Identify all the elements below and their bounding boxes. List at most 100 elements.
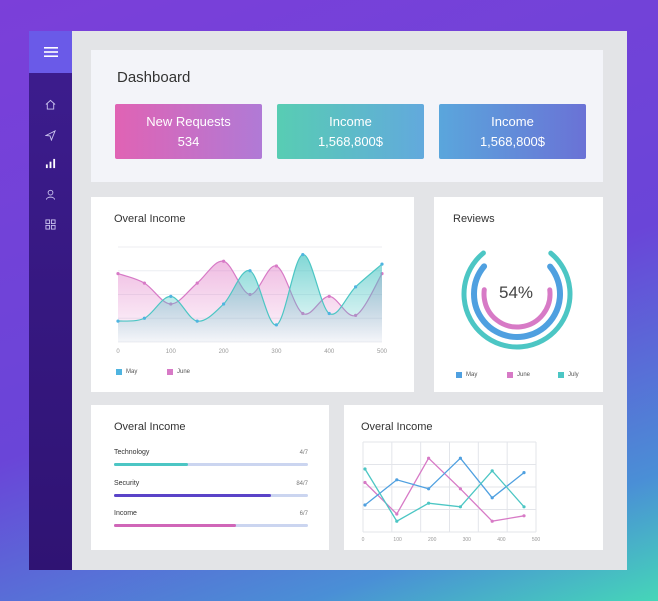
home-icon: [45, 99, 56, 110]
data-point: [427, 501, 431, 505]
data-point: [116, 319, 120, 323]
legend-label: June: [177, 369, 191, 375]
x-tick-label: 100: [166, 349, 177, 355]
legend-may: May: [456, 372, 477, 378]
nav-grid[interactable]: [29, 214, 72, 234]
stat-card-income[interactable]: Income 1,568,800$: [277, 104, 424, 159]
progress-fill: [114, 524, 237, 527]
x-tick-label: 500: [532, 537, 541, 543]
data-point: [522, 471, 526, 475]
nav-home[interactable]: [29, 94, 72, 114]
sidebar: [29, 31, 72, 570]
data-point: [522, 505, 526, 509]
card-title: Overal Income: [114, 213, 186, 225]
ring-july: [461, 238, 573, 350]
progress-bar-income: [114, 524, 308, 527]
legend-swatch: [167, 369, 173, 375]
progress-fill: [114, 494, 272, 497]
stat-label: Income: [329, 114, 372, 129]
data-point: [116, 272, 120, 276]
overal-income-line-card: Overal Income 0 100 200 300 400 500: [344, 405, 603, 550]
data-point: [395, 512, 399, 516]
stat-card-new-requests[interactable]: New Requests 534: [115, 104, 262, 159]
legend-label: July: [568, 372, 579, 378]
data-point: [490, 469, 494, 473]
data-point: [363, 467, 367, 471]
data-point: [222, 259, 226, 263]
stat-label: Income: [491, 114, 534, 129]
stat-value: 1,568,800$: [317, 134, 384, 149]
data-point: [458, 505, 462, 509]
data-point: [354, 285, 358, 289]
data-point: [274, 323, 278, 327]
area-chart: 0 100 200 300 400 500: [116, 246, 388, 355]
progress-bar-technology: [114, 463, 308, 466]
reviews-card: Reviews 54% May June July: [434, 197, 603, 392]
series-line-may: [117, 254, 383, 326]
card-title: Overal Income: [361, 421, 433, 433]
x-tick-label: 400: [324, 349, 335, 355]
legend-june: June: [167, 369, 190, 375]
legend-may: May: [116, 369, 137, 375]
legend-swatch: [558, 372, 564, 378]
data-point: [395, 519, 399, 523]
legend-swatch: [116, 369, 122, 375]
menu-button[interactable]: [29, 31, 72, 73]
data-point: [458, 487, 462, 491]
card-title: Reviews: [453, 213, 495, 225]
nav-user[interactable]: [29, 184, 72, 204]
ring-june: [481, 258, 553, 330]
legend-july: July: [558, 372, 579, 378]
data-point: [327, 311, 331, 316]
data-point: [195, 281, 199, 285]
reviews-percentage: 54%: [498, 283, 534, 302]
series-line-teal: [364, 468, 525, 523]
legend-label: May: [126, 369, 138, 375]
card-title: Overal Income: [114, 421, 186, 433]
data-point: [327, 294, 331, 298]
dashboard-header: Dashboard New Requests 534 Income 1,568,…: [91, 50, 603, 182]
x-tick-label: 500: [377, 349, 388, 355]
data-point: [427, 456, 431, 460]
data-point: [222, 302, 226, 306]
data-point: [195, 319, 199, 323]
ring-may: [471, 248, 563, 340]
data-point: [490, 496, 494, 500]
nav-send[interactable]: [29, 125, 72, 145]
stat-card-income-2[interactable]: Income 1,568,800$: [439, 104, 586, 159]
data-point: [490, 519, 494, 523]
progress-label-technology: Technology: [114, 449, 150, 456]
data-point: [301, 253, 305, 257]
stat-value: 534: [177, 134, 200, 149]
data-point: [169, 294, 173, 298]
progress-label-income: Income: [114, 510, 137, 517]
x-tick-label: 200: [219, 349, 230, 355]
legend-swatch: [507, 372, 513, 378]
line-chart: 0 100 200 300 400 500: [362, 441, 541, 543]
progress-value-income: 6/7: [299, 511, 308, 517]
overal-income-progress-card: Overal Income Technology 4/7 Security 84…: [91, 405, 329, 550]
data-point: [380, 262, 384, 266]
progress-value-security: 84/7: [296, 481, 308, 487]
x-tick-label: 400: [497, 537, 506, 543]
x-tick-label: 200: [428, 537, 437, 543]
data-point: [458, 456, 462, 460]
legend-label: June: [517, 372, 531, 378]
x-tick-label: 300: [463, 537, 472, 543]
data-point: [274, 264, 278, 268]
data-point: [522, 514, 526, 518]
x-tick-label: 0: [362, 537, 365, 543]
reviews-donut-chart: [461, 238, 573, 350]
legend-label: May: [466, 372, 478, 378]
grid-icon: [45, 218, 56, 230]
progress-label-security: Security: [114, 480, 140, 487]
data-point: [142, 281, 146, 285]
progress-fill: [114, 463, 188, 466]
bar-chart-icon: [45, 158, 56, 168]
series-area-may: [118, 254, 382, 342]
series-line-pink: [364, 457, 525, 522]
send-icon: [45, 129, 56, 141]
overal-income-area-card: Overal Income 0 100 200 300 400 500 May June: [91, 197, 414, 392]
nav-stats[interactable]: [29, 153, 72, 173]
data-point: [427, 487, 431, 491]
